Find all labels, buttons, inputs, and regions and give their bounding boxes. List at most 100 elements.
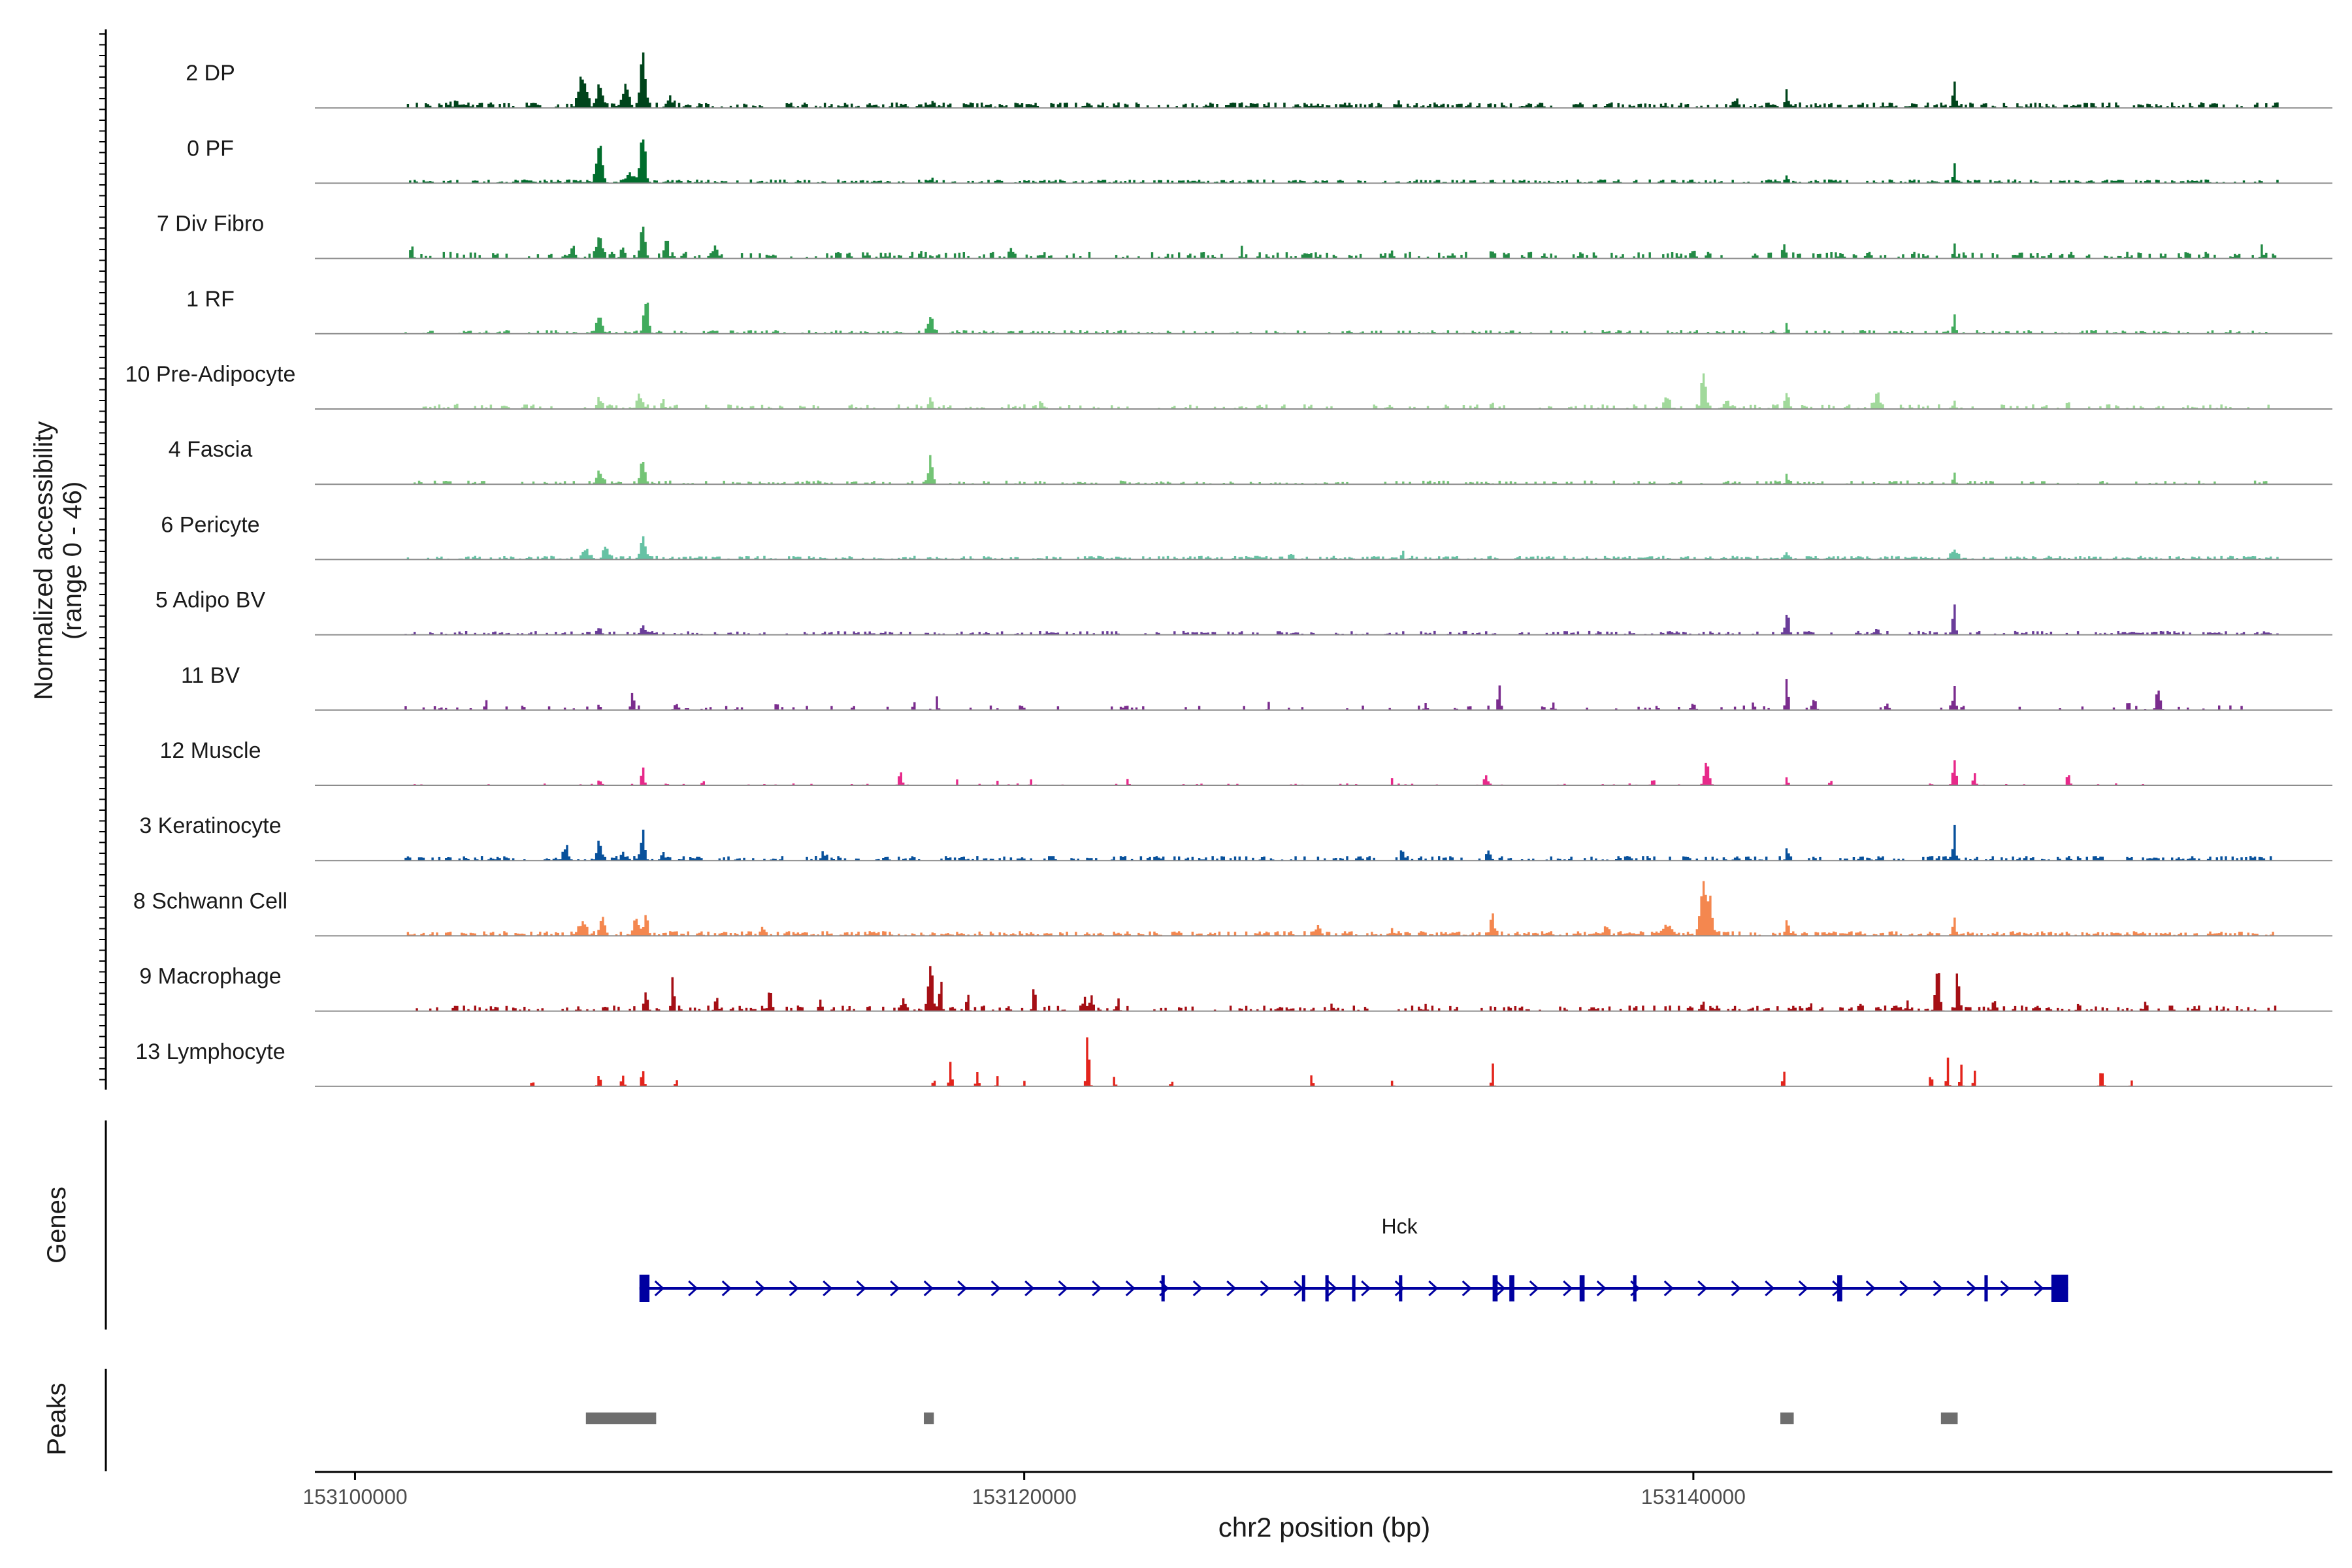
strand-arrow [1563,1280,1573,1297]
peak-region [1780,1413,1794,1424]
strand-arrow [1765,1280,1775,1297]
strand-arrow [1663,1280,1674,1297]
strand-arrow [1529,1280,1539,1297]
coverage-area-13-lymphocyte [315,1037,2332,1086]
track-label: 5 Adipo BV [155,588,266,613]
track-3-keratinocyte: 3 Keratinocyte [139,813,2332,862]
x-tick-label: 153100000 [302,1485,407,1509]
track-label: 7 Div Fibro [157,212,264,237]
strand-arrow [1327,1280,1337,1297]
track-5-adipo-bv: 5 Adipo BV [155,588,2332,636]
track-10-pre-adipocyte: 10 Pre-Adipocyte [125,362,2332,410]
coverage-area-2-dp [315,52,2332,108]
coverage-area-3-keratinocyte [315,825,2332,861]
track-9-macrophage: 9 Macrophage [139,964,2332,1012]
strand-arrow [856,1280,866,1297]
coverage-area-10-pre-adipocyte [315,373,2332,409]
track-label: 3 Keratinocyte [139,813,281,838]
y-axis-label: Normalized accessibility [29,421,58,700]
track-8-schwann-cell: 8 Schwann Cell [133,881,2332,937]
peak-region [924,1413,934,1424]
strand-arrow [789,1280,799,1297]
strand-arrow [1394,1280,1405,1297]
track-label: 11 BV [181,663,240,688]
gene-exon [1301,1275,1305,1301]
strand-arrow [2000,1280,2010,1297]
track-label: 9 Macrophage [139,964,281,989]
track-label: 8 Schwann Cell [133,889,287,913]
coverage-area-11-bv [315,679,2332,710]
track-12-muscle: 12 Muscle [160,738,2332,786]
coverage-area-7-div-fibro [315,226,2332,259]
strand-arrow [1865,1280,1876,1297]
strand-arrow [823,1280,833,1297]
coverage-area-8-schwann-cell [315,881,2332,936]
track-7-div-fibro: 7 Div Fibro [157,212,2332,259]
track-4-fascia: 4 Fascia [169,437,2332,485]
genes-panel-label: Genes [42,1186,71,1264]
coverage-area-12-muscle [315,760,2332,785]
strand-arrow [1462,1280,1472,1297]
track-0-pf: 0 PF [187,136,2332,184]
peak-region [1940,1413,1958,1424]
gene-exon [639,1275,650,1302]
coverage-area-1-rf [315,302,2332,334]
gene-exon [1509,1275,1514,1301]
gene-exon [1984,1275,1988,1301]
gene-exon [1399,1275,1403,1301]
track-11-bv: 11 BV [181,663,2332,711]
coverage-area-5-adipo-bv [315,604,2332,635]
gene-exon [1579,1275,1585,1301]
strand-arrow [1125,1280,1135,1297]
track-1-rf: 1 RF [186,287,2332,335]
strand-arrow [957,1280,968,1297]
strand-arrow [755,1280,766,1297]
gene-exon [1352,1275,1356,1301]
track-13-lymphocyte: 13 Lymphocyte [135,1037,2332,1087]
strand-arrow [990,1280,1001,1297]
track-label: 12 Muscle [160,738,261,763]
coverage-area-6-pericyte [315,536,2332,560]
gene-exon [1325,1275,1329,1301]
strand-arrow [890,1280,900,1297]
strand-arrow [1596,1280,1607,1297]
track-label: 2 DP [186,61,235,86]
x-tick-label: 153120000 [972,1485,1077,1509]
y-axis-range-label: (range 0 - 46) [58,482,87,640]
track-6-pericyte: 6 Pericyte [161,512,2332,561]
strand-arrow [1798,1280,1808,1297]
coverage-area-4-fascia [315,455,2332,485]
x-axis-label: chr2 position (bp) [1218,1512,1431,1543]
gene-label: Hck [1382,1215,1418,1238]
strand-arrow [1192,1280,1203,1297]
strand-arrow [688,1280,698,1297]
gene-exon [1837,1275,1842,1301]
gene-exon [1633,1275,1637,1301]
strand-arrow [1428,1280,1439,1297]
strand-arrow [1260,1280,1270,1297]
gene-exon [1161,1275,1165,1301]
x-tick-label: 153140000 [1641,1485,1746,1509]
track-label: 1 RF [186,287,235,312]
peak-region [585,1413,657,1424]
track-label: 10 Pre-Adipocyte [125,362,296,387]
track-label: 4 Fascia [169,437,253,462]
strand-arrow [654,1280,664,1297]
gene-exon [1492,1275,1498,1301]
strand-arrow [1058,1280,1068,1297]
gene-hck: Hck [639,1215,2068,1302]
strand-arrow [1361,1280,1371,1297]
strand-arrow [1899,1280,1910,1297]
strand-arrow [1933,1280,1943,1297]
coverage-area-9-macrophage [315,966,2332,1011]
strand-arrow [1731,1280,1741,1297]
strand-arrow [1226,1280,1237,1297]
strand-arrow [923,1280,934,1297]
strand-arrow [1697,1280,1708,1297]
strand-arrow [1092,1280,1102,1297]
strand-arrow [1495,1280,1506,1297]
coverage-area-0-pf [315,139,2332,184]
strand-arrow [1967,1280,1977,1297]
strand-arrow [1024,1280,1035,1297]
track-label: 0 PF [187,136,234,161]
